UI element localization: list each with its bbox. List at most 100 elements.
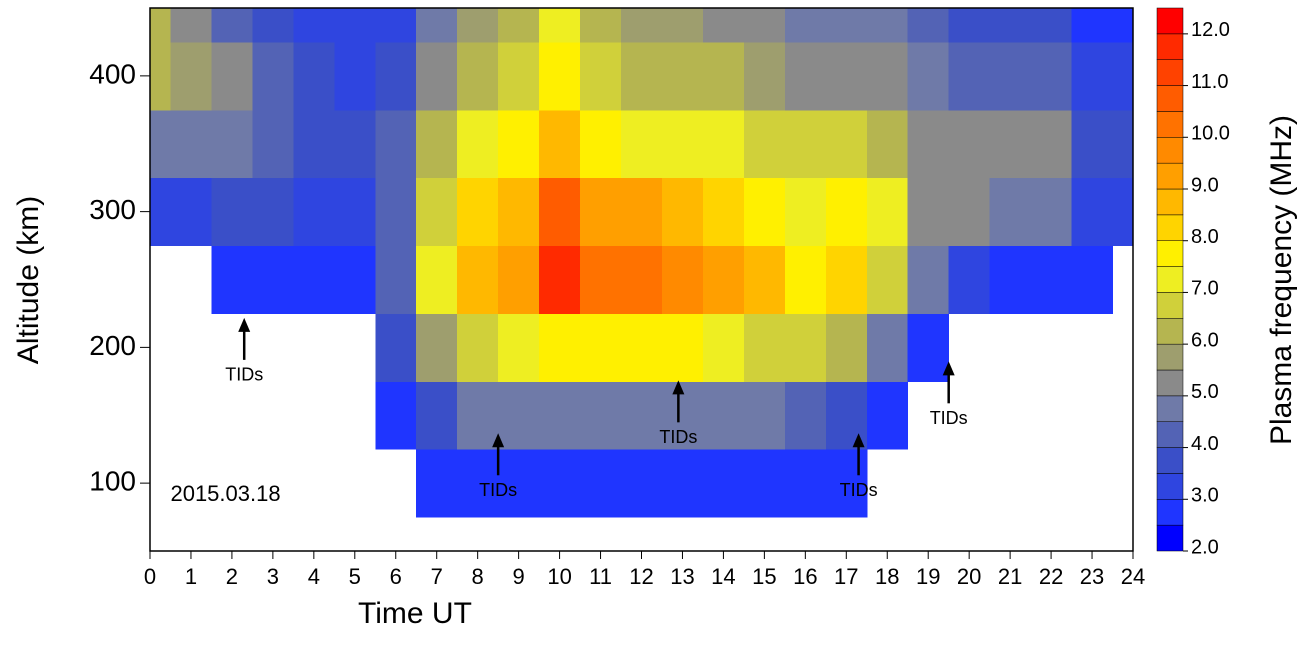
contour-cell [1071, 177, 1114, 247]
contour-cell [989, 109, 1032, 179]
contour-cell [457, 245, 499, 314]
contour-cell [825, 109, 868, 179]
contour-cell [498, 177, 540, 247]
contour-cell [702, 41, 745, 111]
contour-cell [293, 109, 335, 179]
colorbar-tick-label: 10.0 [1191, 123, 1230, 145]
contour-cell [170, 41, 212, 111]
contour-cell [743, 109, 786, 179]
x-tick-label: 10 [547, 564, 571, 589]
y-axis-label: Altitude (km) [12, 196, 45, 364]
y-tick-label: 300 [89, 194, 136, 225]
contour-cell [948, 109, 991, 179]
contour-cell [661, 449, 704, 518]
x-tick-label: 4 [308, 564, 320, 589]
contour-cell [866, 41, 909, 111]
contour-cell [621, 177, 663, 247]
colorbar-swatch [1156, 318, 1184, 345]
contour-cell [170, 177, 212, 247]
contour-cell [457, 313, 499, 382]
colorbar-swatch [1156, 137, 1184, 164]
x-tick-label: 2 [226, 564, 238, 589]
contour-cell [989, 8, 1032, 43]
contour-cell [375, 381, 417, 450]
contour-cell [375, 8, 417, 43]
contour-cell [498, 245, 540, 314]
contour-cell [621, 109, 663, 179]
contour-cell [211, 8, 253, 43]
contour-cell [293, 41, 335, 111]
contour-cell [498, 449, 540, 518]
annotation-arrowhead [942, 361, 955, 376]
colorbar-swatch [1156, 343, 1184, 371]
colorbar-swatch [1156, 162, 1184, 190]
contour-cell [743, 245, 786, 314]
contour-cell [580, 449, 622, 518]
contour-cell [539, 8, 581, 43]
annotation: TIDs [659, 427, 697, 447]
contour-cell [702, 109, 745, 179]
colorbar-swatch [1156, 499, 1184, 526]
contour-cell [334, 177, 376, 247]
contour-cell [743, 313, 786, 382]
contour-cell [498, 109, 540, 179]
contour-cell [150, 8, 171, 43]
contour-cell [621, 381, 663, 450]
x-tick-label: 7 [431, 564, 443, 589]
colorbar-tick-label: 2.0 [1191, 536, 1219, 558]
x-tick-label: 16 [793, 564, 817, 589]
contour-cell [457, 109, 499, 179]
annotation: TIDs [840, 480, 878, 500]
contour-cell [866, 313, 909, 382]
contour-cell [989, 245, 1032, 314]
contour-cell [211, 41, 253, 111]
y-tick-label: 200 [89, 330, 136, 361]
contour-cell [539, 109, 581, 179]
contour-cell [539, 449, 581, 518]
contour-cell [1030, 41, 1073, 111]
contour-cell [375, 41, 417, 111]
contour-cell [1071, 109, 1114, 179]
contour-cell [702, 381, 745, 450]
x-tick-label: 17 [834, 564, 858, 589]
contour-cell [702, 449, 745, 518]
contour-cell [252, 177, 294, 247]
contour-cell [702, 8, 745, 43]
contour-cell [784, 109, 827, 179]
colorbar-label: Plasma frequency (MHz) [1265, 115, 1298, 445]
contour-cell [334, 245, 376, 314]
contour-cell [866, 177, 909, 247]
colorbar-swatch [1156, 240, 1184, 267]
contour-cell [784, 313, 827, 382]
contour-cell [907, 245, 950, 314]
contour-cell [416, 245, 458, 314]
contour-cell [293, 245, 335, 314]
contour-cell [457, 177, 499, 247]
contour-cell [457, 8, 499, 43]
contour-cell [948, 41, 991, 111]
annotation: TIDs [479, 480, 517, 500]
contour-cell [1030, 8, 1073, 43]
colorbar-swatch [1156, 395, 1184, 422]
contour-cell [416, 41, 458, 111]
contour-cell [539, 381, 581, 450]
contour-cell [661, 8, 704, 43]
contour-cell [866, 8, 909, 43]
colorbar-tick-label: 8.0 [1191, 226, 1219, 248]
contour-cell [661, 109, 704, 179]
contour-cell [252, 8, 294, 43]
contour-cell [580, 8, 622, 43]
colorbar-tick-label: 12.0 [1191, 19, 1230, 41]
contour-cell [1030, 245, 1073, 314]
contour-cell [825, 449, 868, 518]
contour-cell [989, 41, 1032, 111]
x-tick-label: 20 [957, 564, 981, 589]
contour-cell [498, 8, 540, 43]
contour-cell [150, 41, 171, 111]
contour-cell [784, 177, 827, 247]
contour-cell [1071, 41, 1114, 111]
contour-cell [1112, 8, 1133, 43]
contour-cell [416, 8, 458, 43]
contour-cell [743, 41, 786, 111]
